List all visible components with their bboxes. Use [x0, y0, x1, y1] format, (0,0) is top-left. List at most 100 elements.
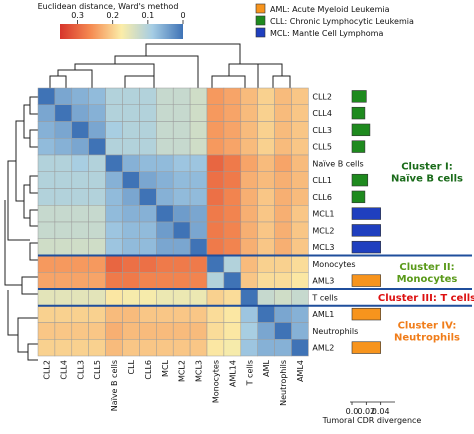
heatmap-cell	[37, 322, 56, 340]
heatmap-cell	[156, 272, 174, 290]
heatmap-cell	[274, 305, 292, 323]
heatmap-cell	[54, 138, 73, 156]
heatmap-cell	[88, 272, 106, 290]
heatmap-cell	[189, 171, 208, 189]
heatmap-cell	[139, 255, 157, 273]
heatmap-cell	[71, 288, 89, 306]
heatmap-cell	[105, 238, 123, 256]
column-label: CLL4	[59, 360, 68, 380]
heatmap-cell	[156, 238, 174, 256]
heatmap-cell	[172, 205, 191, 223]
heatmap-cell	[240, 255, 258, 273]
heatmap-cell	[257, 339, 275, 357]
heatmap-cell	[274, 339, 292, 357]
divergence-bar-cll3	[351, 123, 371, 137]
left-dendrogram	[4, 96, 38, 361]
divergence-bar-aml1	[351, 307, 381, 321]
heatmap-cell	[257, 121, 275, 139]
heatmap-cell	[139, 238, 157, 256]
heatmap-cell	[88, 87, 106, 105]
heatmap-cell	[139, 305, 157, 323]
heatmap-cell	[257, 238, 275, 256]
heatmap-cell	[223, 87, 242, 105]
heatmap-cell	[105, 188, 123, 206]
heatmap-cell	[189, 255, 208, 273]
divergence-bar-cll2	[351, 90, 367, 103]
column-label: CLL	[127, 359, 136, 374]
heatmap-cell	[189, 138, 208, 156]
column-label: Monocytes	[211, 360, 220, 403]
heatmap-cell	[88, 121, 106, 139]
heatmap-cell	[172, 121, 191, 139]
heatmap-cell	[139, 205, 157, 223]
heatmap-cell	[206, 288, 225, 306]
heatmap-cell	[37, 272, 56, 290]
heatmap-cell	[274, 322, 292, 340]
heatmap-cell	[122, 288, 140, 306]
heatmap-cell	[240, 339, 258, 357]
heatmap-cell	[172, 221, 191, 239]
heatmap-cell	[223, 322, 242, 340]
heatmap-cell	[105, 221, 123, 239]
heatmap-cell	[88, 188, 106, 206]
heatmap-cell	[122, 104, 140, 122]
heatmap-cell	[172, 288, 191, 306]
divergence-ticks: 0.0 0.020.04	[346, 402, 390, 416]
divergence-bar-cll1	[351, 173, 369, 187]
heatmap-cell	[122, 221, 140, 239]
heatmap-cell	[189, 121, 208, 139]
heatmap-cell	[223, 154, 242, 172]
heatmap-cell	[223, 171, 242, 189]
heatmap-cell	[206, 305, 225, 323]
legend-label-aml: AML: Acute Myeloid Leukemia	[270, 5, 390, 14]
heatmap-cell	[172, 272, 191, 290]
heatmap-cell	[54, 205, 73, 223]
heatmap-cell	[71, 272, 89, 290]
column-label: AML	[262, 359, 271, 376]
heatmap-cell	[291, 322, 309, 340]
heatmap-cell	[257, 205, 275, 223]
heatmap-cell	[37, 154, 56, 172]
heatmap-cell	[122, 322, 140, 340]
heatmap-cell	[189, 305, 208, 323]
heatmap-cell	[172, 87, 191, 105]
heatmap-cell	[172, 171, 191, 189]
heatmap-cell	[274, 104, 292, 122]
heatmap-cell	[156, 188, 174, 206]
heatmap-cell	[291, 305, 309, 323]
heatmap-cell	[71, 305, 89, 323]
heatmap-cell	[274, 87, 292, 105]
row-label: CLL2	[312, 92, 332, 101]
heatmap-cell	[274, 288, 292, 306]
heatmap-cell	[172, 154, 191, 172]
divergence-tick-label: 0.0	[346, 407, 359, 416]
heatmap-cell	[156, 87, 174, 105]
heatmap-cell	[240, 154, 258, 172]
column-label: AML4	[296, 360, 305, 382]
heatmap-cell	[105, 272, 123, 290]
heatmap-cell	[88, 305, 106, 323]
color-scale-tick-label: 0	[180, 11, 185, 20]
column-label: CLL3	[76, 360, 85, 380]
heatmap-cell	[257, 221, 275, 239]
heatmap-cell	[139, 154, 157, 172]
heatmap-cell	[71, 171, 89, 189]
heatmap-cell	[274, 272, 292, 290]
divergence-axis: 0.0 0.020.04 Tumoral CDR divergence	[322, 401, 421, 425]
heatmap-cell	[240, 171, 258, 189]
heatmap-cell	[156, 255, 174, 273]
column-label: MCL	[161, 359, 170, 376]
heatmap-cell	[122, 305, 140, 323]
heatmap-cell	[54, 221, 73, 239]
heatmap-cell	[206, 171, 225, 189]
column-label: Naïve B cells	[110, 360, 119, 411]
divergence-bar-aml3	[351, 274, 381, 287]
heatmap-cell	[223, 339, 242, 357]
heatmap-cell	[206, 272, 225, 290]
heatmap-cell	[291, 188, 309, 206]
column-label: CLL2	[42, 360, 51, 380]
column-label: T cells	[245, 360, 254, 386]
heatmap-cell	[172, 322, 191, 340]
heatmap-cell	[139, 104, 157, 122]
heatmap-cell	[139, 171, 157, 189]
